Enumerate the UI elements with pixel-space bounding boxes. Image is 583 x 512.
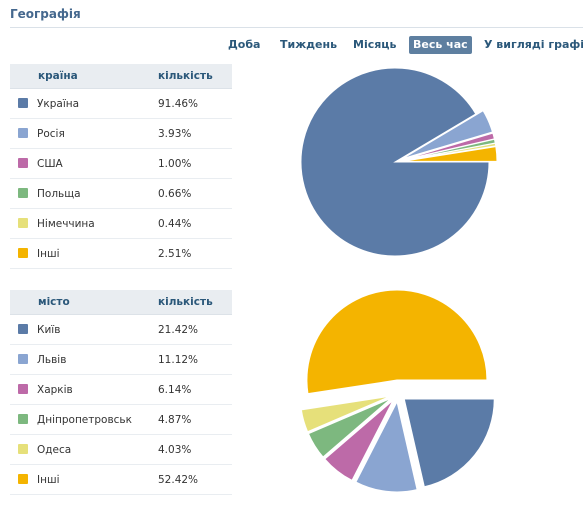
period-switcher: Доба Тиждень Місяць Весь час У вигляді г… (0, 36, 583, 56)
country-row: Інші 2.51% (10, 238, 232, 269)
city-row: Одеса 4.03% (10, 434, 232, 465)
period-week-link[interactable]: Тиждень (280, 38, 338, 51)
legend-swatch (18, 353, 28, 364)
country-value: 2.51% (158, 238, 232, 269)
city-name-cell: Одеса (10, 434, 158, 465)
city-value: 21.42% (158, 314, 232, 345)
city-value: 6.14% (158, 374, 232, 405)
country-name-cell: Німеччина (10, 208, 158, 239)
legend-swatch (18, 413, 28, 424)
country-value: 1.00% (158, 148, 232, 179)
legend-swatch (18, 127, 28, 138)
pie-slice-Інші (402, 146, 498, 162)
pie-slice-Німеччина (402, 142, 497, 162)
city-value: 11.12% (158, 344, 232, 375)
count-column-header: кількість (158, 64, 232, 89)
country-value: 0.66% (158, 178, 232, 209)
country-name-cell: Україна (10, 88, 158, 119)
city-row: Київ 21.42% (10, 314, 232, 345)
city-row: Харків 6.14% (10, 374, 232, 405)
city-value: 52.42% (158, 464, 232, 495)
pie-slice-Росія (402, 110, 494, 160)
pie-slice-Одеса (300, 395, 391, 433)
country-row: Польща 0.66% (10, 178, 232, 209)
country-name: Німеччина (37, 217, 95, 230)
city-name-cell: Львів (10, 344, 158, 375)
legend-swatch (18, 443, 28, 454)
period-graph-view-link[interactable]: У вигляді графік (484, 38, 583, 51)
pie-slice-Львів (355, 400, 418, 493)
city-name-cell: Київ (10, 314, 158, 345)
country-name: Інші (37, 247, 60, 260)
period-day-link[interactable]: Доба (228, 38, 261, 51)
count-column-header: кількість (158, 290, 232, 315)
cities-pie-chart (300, 289, 495, 493)
country-row: Україна 91.46% (10, 88, 232, 119)
city-column-header: місто (10, 290, 158, 315)
city-row: Інші 52.42% (10, 464, 232, 495)
legend-swatch (18, 247, 28, 258)
table-header-row: місто кількість (10, 290, 232, 315)
city-name-cell: Інші (10, 464, 158, 495)
country-name-cell: Інші (10, 238, 158, 269)
city-name: Дніпропетровськ (37, 413, 132, 426)
city-name: Львів (37, 353, 67, 366)
country-row: США 1.00% (10, 148, 232, 179)
city-value: 4.87% (158, 404, 232, 435)
pie-slice-Інші (306, 289, 488, 395)
legend-swatch (18, 97, 28, 108)
country-name: США (37, 157, 63, 170)
country-value: 0.44% (158, 208, 232, 239)
city-value: 4.03% (158, 434, 232, 465)
legend-swatch (18, 323, 28, 334)
country-row: Росія 3.93% (10, 118, 232, 149)
country-name-cell: Росія (10, 118, 158, 149)
pie-slice-Дніпропетровськ (307, 397, 392, 458)
legend-swatch (18, 383, 28, 394)
country-name: Україна (37, 97, 80, 110)
pie-slice-Київ (403, 398, 495, 488)
country-name-cell: Польща (10, 178, 158, 209)
city-name: Київ (37, 323, 61, 336)
legend-swatch (18, 217, 28, 228)
cities-table: місто кількість Київ 21.42% Львів 11.12% Хар… (10, 290, 232, 495)
country-value: 3.93% (158, 118, 232, 149)
section-title: Географія (10, 7, 81, 21)
city-name-cell: Харків (10, 374, 158, 405)
title-divider (10, 27, 583, 28)
country-value: 91.46% (158, 88, 232, 119)
country-name: Росія (37, 127, 65, 140)
country-name: Польща (37, 187, 81, 200)
country-column-header: країна (10, 64, 158, 89)
country-name-cell: США (10, 148, 158, 179)
period-month-link[interactable]: Місяць (353, 38, 397, 51)
country-row: Німеччина 0.44% (10, 208, 232, 239)
countries-pie-chart (300, 67, 498, 257)
pie-slice-Харків (324, 399, 394, 482)
city-name: Харків (37, 383, 73, 396)
city-row: Дніпропетровськ 4.87% (10, 404, 232, 435)
city-name: Одеса (37, 443, 72, 456)
city-row: Львів 11.12% (10, 344, 232, 375)
legend-swatch (18, 187, 28, 198)
period-all-time-button[interactable]: Весь час (409, 36, 472, 54)
city-name-cell: Дніпропетровськ (10, 404, 158, 435)
legend-swatch (18, 473, 28, 484)
table-header-row: країна кількість (10, 64, 232, 89)
countries-table: країна кількість Україна 91.46% Росія 3.93%… (10, 64, 232, 269)
legend-swatch (18, 157, 28, 168)
pie-slice-Україна (300, 67, 490, 257)
city-name: Інші (37, 473, 60, 486)
